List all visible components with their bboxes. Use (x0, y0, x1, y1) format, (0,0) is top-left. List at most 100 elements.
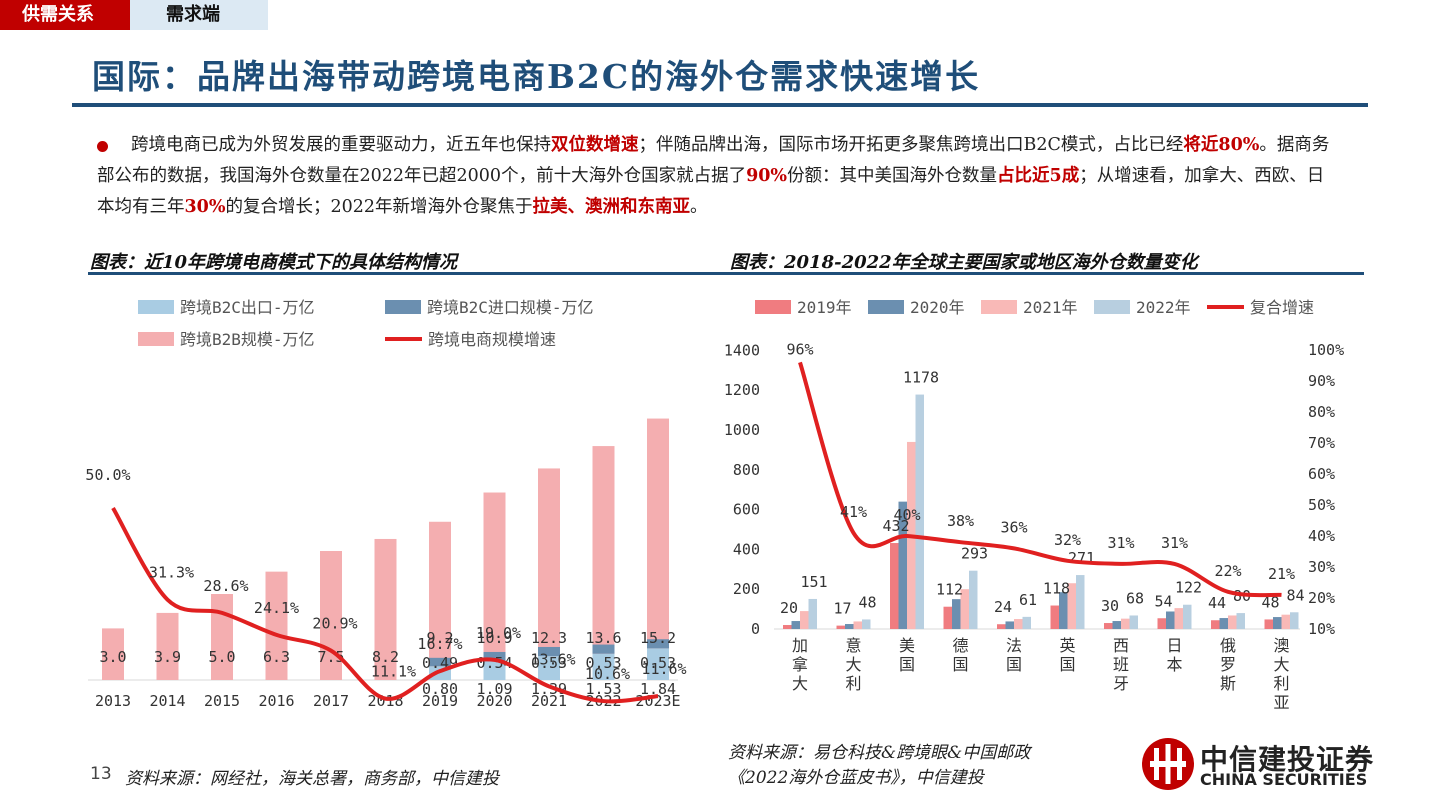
x-tick-label: 本 (1166, 655, 1182, 674)
bar-2019年 (1264, 619, 1273, 629)
b2c-export-label: 1.39 (531, 680, 567, 698)
bar-2022年 (808, 598, 817, 629)
bar-2020年 (1273, 617, 1282, 629)
bar-b2b (538, 468, 560, 680)
cagr-label: 21% (1268, 565, 1295, 583)
y2-tick-label: 100% (1308, 341, 1344, 359)
left-chart-title: 图表：近10年跨境电商模式下的具体结构情况 (90, 252, 458, 273)
bar-b2b (592, 446, 615, 680)
bar-b2c-import (592, 644, 615, 654)
logo-name-cn: 中信建投证券 (1200, 743, 1375, 776)
x-tick-label: 俄 (1220, 636, 1236, 655)
bar-2022年 (1022, 616, 1031, 629)
bar-2019年 (997, 624, 1006, 629)
body-text: 的复合增长；2022年新增海外仓聚焦于 (225, 197, 533, 217)
x-tick-label: 2019 (422, 692, 458, 710)
right-source-line2: 《2022海外仓蓝皮书》，中信建投 (728, 768, 984, 788)
legend-label: 2021年 (1023, 298, 1078, 317)
y-tick-label: 400 (733, 540, 760, 558)
bar-b2b (429, 521, 451, 680)
bar-b2c-export (592, 653, 615, 680)
bar-2019年 (943, 606, 952, 629)
bar-b2b (102, 628, 124, 680)
y2-tick-label: 30% (1308, 558, 1335, 576)
bar-b2c-import (429, 657, 451, 667)
bar-2022年 (915, 394, 924, 629)
x-tick-label: 2016 (258, 692, 294, 710)
legend-label: 2019年 (797, 298, 852, 317)
x-tick-label: 斯 (1220, 674, 1236, 693)
value-label-2022: 1178 (903, 369, 939, 387)
value-label-2022: 151 (800, 573, 827, 591)
y-tick-label: 200 (733, 580, 760, 598)
x-tick-label: 2017 (313, 692, 349, 710)
growth-label: 20.9% (312, 615, 357, 633)
legend-label: 2022年 (1136, 298, 1191, 317)
bar-b2b (483, 492, 506, 680)
bar-b2c-import (647, 639, 669, 649)
bar-2021年 (800, 611, 809, 629)
growth-label: 10.6% (585, 665, 630, 683)
growth-label: 13.6% (530, 650, 575, 668)
bar-2022年 (862, 619, 871, 629)
cagr-label: 32% (1054, 531, 1081, 549)
bar-2019年 (836, 625, 845, 629)
value-label-2019: 44 (1208, 594, 1226, 612)
bar-2020年 (952, 599, 961, 629)
bar-2021年 (1174, 608, 1183, 629)
right-source-line1: 资料来源：易仓科技&跨境眼&中国邮政 (728, 743, 1031, 763)
x-tick-label: 日 (1166, 636, 1182, 655)
b2c-import-label: 0.53 (640, 654, 676, 672)
bar-2019年 (890, 543, 899, 629)
legend-swatch (868, 300, 904, 314)
bar-b2b (156, 612, 179, 680)
body-text: 份额：其中美国海外仓数量 (787, 166, 998, 186)
value-label-2019: 20 (780, 599, 798, 617)
bar-2022年 (1183, 604, 1192, 629)
value-label-2022: 48 (858, 593, 876, 611)
body-text: ；伴随品牌出海，国际市场开拓更多聚焦跨境出口B2C模式，占比已经 (638, 135, 1184, 155)
summary-paragraph: 跨境电商已成为外贸发展的重要驱动力，近五年也保持双位数增速；伴随品牌出海，国际市… (97, 130, 1337, 223)
x-tick-label: 大 (1273, 655, 1289, 674)
bar-2021年 (1121, 618, 1130, 629)
highlight-text: 双位数增速 (551, 135, 639, 155)
bar-2020年 (1112, 621, 1121, 629)
value-label-2019: 30 (1101, 597, 1119, 615)
cagr-label: 96% (786, 340, 813, 358)
b2b-value-label: 12.3 (531, 629, 567, 647)
y2-tick-label: 50% (1308, 496, 1335, 514)
logo-name-en: CHINA SECURITIES (1200, 770, 1368, 789)
bar-2019年 (783, 625, 792, 629)
bar-2021年 (853, 621, 862, 629)
value-label-2019: 24 (994, 598, 1012, 616)
legend-label: 跨境B2C进口规模-万亿 (427, 298, 594, 317)
cagr-label: 40% (893, 506, 920, 524)
x-tick-label: 2023E (635, 692, 680, 710)
x-tick-label: 利 (1273, 674, 1289, 693)
x-tick-label: 大 (792, 674, 808, 693)
bullet-dot-icon (97, 141, 108, 152)
bar-b2b (211, 594, 233, 680)
bar-2022年 (1236, 613, 1245, 629)
bar-2020年 (791, 621, 800, 629)
bar-2021年 (1067, 583, 1076, 629)
cagr-label: 31% (1107, 534, 1134, 552)
bar-2019年 (1157, 618, 1166, 629)
body-text: 。 (690, 197, 708, 217)
x-tick-label: 德 (952, 636, 968, 655)
bar-b2b (374, 538, 397, 680)
x-tick-label: 意 (845, 636, 861, 655)
page-title: 国际：品牌出海带动跨境电商B2C的海外仓需求快速增长 (92, 57, 981, 96)
b2b-value-label: 5.0 (208, 648, 235, 666)
b2b-value-label: 3.0 (99, 648, 126, 666)
growth-label: 11.6% (641, 660, 686, 678)
b2c-export-label: 0.80 (422, 680, 458, 698)
b2c-import-label: 0.53 (585, 654, 621, 672)
value-label-2019: 432 (882, 517, 909, 535)
bar-2020年 (1166, 611, 1175, 629)
legend-label: 跨境电商规模增速 (428, 330, 556, 349)
y-tick-label: 0 (751, 620, 760, 638)
legend-swatch (1094, 300, 1130, 314)
body-text: 跨境电商已成为外贸发展的重要驱动力，近五年也保持 (131, 135, 551, 155)
